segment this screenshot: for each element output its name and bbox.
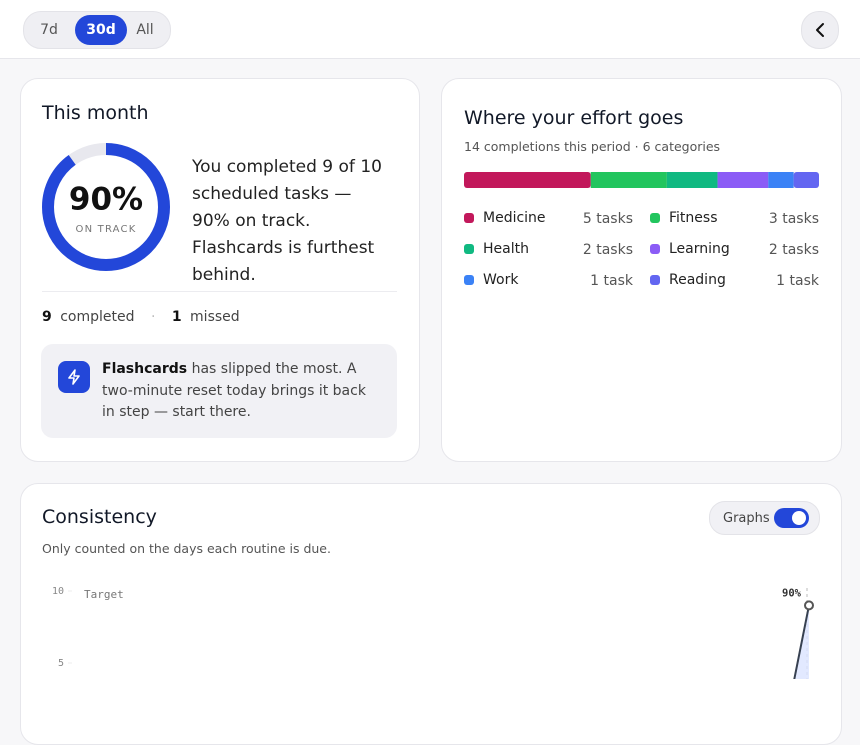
tip-rest: has slipped the most. A two-minute reset… xyxy=(102,361,366,420)
value-label: 90% xyxy=(782,587,802,599)
bar-segment xyxy=(666,172,718,188)
progress-label: 90% xyxy=(69,182,143,218)
line xyxy=(793,605,810,679)
completed-count: 9 xyxy=(42,309,52,325)
bar-segment xyxy=(793,172,819,188)
bolt-icon xyxy=(68,369,80,385)
missed-count: 1 xyxy=(171,309,182,325)
consistency-chart: 5 10 Target 90% xyxy=(52,586,814,679)
effort-chart: Medicine 5 tasks Fitness 3 tasks Health 2 tas… xyxy=(464,172,820,289)
legend-name: Health xyxy=(483,241,529,257)
tip-bold: Flashcards xyxy=(102,361,188,377)
chevron-icon xyxy=(816,23,824,37)
legend-swatch xyxy=(650,244,660,254)
legend-swatch xyxy=(464,244,474,254)
legend-name: Work xyxy=(483,272,519,288)
missed-label: missed xyxy=(190,309,240,325)
bar-segment xyxy=(768,172,794,188)
tip-text: Flashcards has slipped the most. A two-m… xyxy=(102,359,377,424)
tip-icon xyxy=(58,361,90,393)
legend-count: 1 task xyxy=(776,273,820,289)
y-tick-label: 10 xyxy=(52,586,64,597)
card-title: Where your effort goes xyxy=(464,107,684,129)
legend-count: 3 tasks xyxy=(769,211,819,227)
legend-swatch xyxy=(650,213,660,223)
toggle-knob xyxy=(792,511,806,525)
y-tick-label: 5 xyxy=(58,658,64,669)
legend-count: 2 tasks xyxy=(583,242,633,258)
range-tab[interactable]: 30d xyxy=(75,15,127,45)
back-button[interactable] xyxy=(801,11,839,49)
summary: You completed 9 of 10 scheduled tasks — … xyxy=(192,157,382,285)
divider xyxy=(42,291,397,292)
tip-box xyxy=(41,344,397,438)
legend-swatch xyxy=(650,275,660,285)
legend-swatch xyxy=(464,213,474,223)
ring-progress xyxy=(42,143,170,271)
toggle-switch xyxy=(774,508,809,528)
card-title: This month xyxy=(42,102,149,124)
card-subtitle: Only counted on the days each routine is… xyxy=(42,541,331,556)
legend-name: Reading xyxy=(669,272,726,288)
progress-caption: ON TRACK xyxy=(76,224,137,235)
point xyxy=(804,600,814,611)
bar-segment xyxy=(590,172,667,188)
completed-label: completed xyxy=(60,309,135,325)
card-subtitle: 14 completions this period · 6 categorie… xyxy=(464,139,721,154)
area xyxy=(794,605,809,679)
legend-name: Fitness xyxy=(669,210,718,226)
counts: 9 completed · 1 missed xyxy=(42,309,240,325)
effort-card xyxy=(441,78,842,462)
page: 7d 30d All This month 90% ON TRACK You com… xyxy=(0,11,860,745)
legend-count: 2 tasks xyxy=(769,242,819,258)
legend-count: 1 task xyxy=(590,273,634,289)
legend-name: Learning xyxy=(669,241,730,257)
range-tab[interactable]: 7d xyxy=(40,22,58,38)
separator: · xyxy=(150,309,156,325)
graphs-toggle[interactable]: Graphs xyxy=(709,501,820,535)
card-title: Consistency xyxy=(42,506,157,528)
legend-count: 5 tasks xyxy=(583,211,633,227)
progress-ring: 90% ON TRACK xyxy=(42,143,170,271)
range-tab[interactable]: All xyxy=(136,22,154,38)
target-label: Target xyxy=(84,588,124,601)
toggle-label: Graphs xyxy=(723,511,770,526)
bar-segment xyxy=(717,172,769,188)
range-tabs: 7d 30d All xyxy=(23,11,171,49)
legend-swatch xyxy=(464,275,474,285)
bar-segment xyxy=(464,172,591,188)
legend-name: Medicine xyxy=(483,210,546,226)
